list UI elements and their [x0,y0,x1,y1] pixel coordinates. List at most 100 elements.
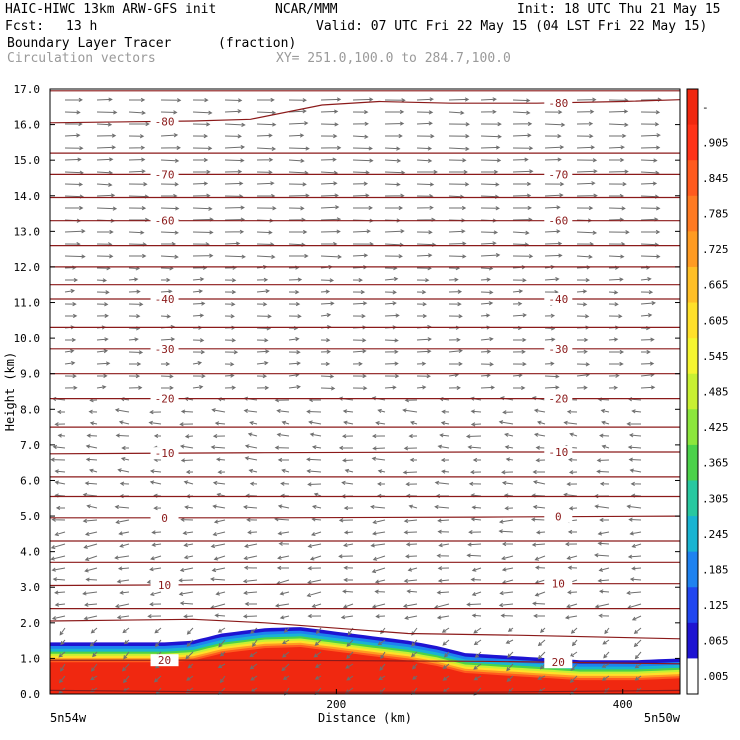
vector-arrow [402,603,418,608]
vector-arrow [64,229,86,234]
vector-arrow [288,121,309,126]
isotherm-line [49,618,681,640]
y-tick-label: 13.0 [14,225,41,238]
vector-arrow [448,229,466,234]
vector-arrow [149,409,162,415]
vector-arrow [539,663,546,670]
vector-arrow [281,420,290,425]
vector-arrow [96,110,118,115]
vector-arrow [408,504,418,509]
vector-arrow [307,579,322,585]
vector-arrow [178,591,194,596]
vector-arrow [320,229,341,234]
vector-arrow [608,314,623,319]
vector-arrow [128,206,147,211]
vector-arrow [410,420,418,425]
vector-arrow [64,373,77,379]
vector-arrow [504,506,514,511]
vector-arrow [563,420,578,425]
vector-arrow [402,470,418,475]
vector-arrow [64,288,76,294]
vector-arrow [84,602,98,607]
vector-arrow [274,603,290,608]
vector-arrow [568,506,578,511]
vector-arrow [385,133,403,139]
isotherm-label-bg [544,577,573,590]
vector-arrow [640,313,653,318]
vector-arrow [544,229,561,234]
vector-arrow [480,230,499,235]
vector-arrow [384,109,405,115]
vector-arrow [51,567,66,572]
vector-arrow [320,205,340,210]
vector-arrow [569,675,578,684]
isotherm-label: -20 [155,393,175,406]
vector-arrow [311,445,322,450]
vector-arrow [256,97,275,103]
colorbar-cell [687,622,698,659]
vector-arrow [256,146,277,151]
vector-arrow [192,133,209,139]
vector-arrow [338,445,354,451]
vector-arrow [631,543,642,548]
vector-arrow [602,639,610,645]
vector-arrow [192,206,213,211]
vector-arrow [480,109,497,114]
vector-arrow [416,337,432,342]
vector-arrow [160,385,174,391]
vector-arrow [608,290,619,295]
vector-arrow [256,170,273,175]
vector-arrow [512,385,526,391]
y-tick-label: 1.0 [20,652,40,665]
vector-arrow [416,253,433,258]
vector-arrow [210,445,226,450]
y-tick-label: 3.0 [20,581,40,594]
vector-arrow [192,313,205,318]
vector-arrow [370,543,386,548]
vector-arrow [186,627,194,635]
vector-arrow [411,639,418,647]
vector-arrow [599,481,610,486]
colorbar-cell [687,658,698,695]
vector-arrow [384,385,397,390]
y-axis-title: Height (km) [3,352,17,431]
vector-arrow [153,505,162,511]
vector-arrow [601,444,610,449]
vector-arrow [608,373,620,378]
vector-arrow [594,603,610,609]
vector-arrow [448,289,463,294]
vector-arrow [352,134,369,139]
isotherm-label: -40 [155,293,175,306]
vector-arrow [128,313,141,319]
vector-arrow [84,555,98,561]
vector-arrow [640,277,652,282]
vector-arrow [160,158,180,163]
vector-arrow [96,361,111,366]
vector-arrow [342,589,354,594]
vector-arrow [535,458,546,463]
vector-arrow [480,336,494,342]
vector-arrow [410,651,418,658]
vector-arrow [52,577,66,582]
vector-arrow [537,675,546,680]
vector-arrow [507,651,514,658]
vector-arrow [512,121,533,127]
vector-arrow [412,675,418,680]
vector-arrow [568,470,578,475]
vector-arrow [151,542,162,547]
vector-arrow [122,627,130,634]
vector-arrow [224,145,246,150]
vector-arrow [544,157,562,162]
vector-arrow [512,289,524,294]
vector-arrow [211,567,226,573]
vector-arrow [384,349,399,354]
vector-arrow [192,361,203,366]
vector-arrow [64,146,84,151]
vector-arrow [320,181,338,186]
colorbar-label: .665 [702,279,729,292]
vector-arrow [608,169,629,174]
vector-arrow [90,675,98,681]
vector-arrow [343,420,354,425]
vector-arrow [634,663,642,669]
chart-title: HAIC-HIWC 13km ARW-GFS init [5,2,217,17]
